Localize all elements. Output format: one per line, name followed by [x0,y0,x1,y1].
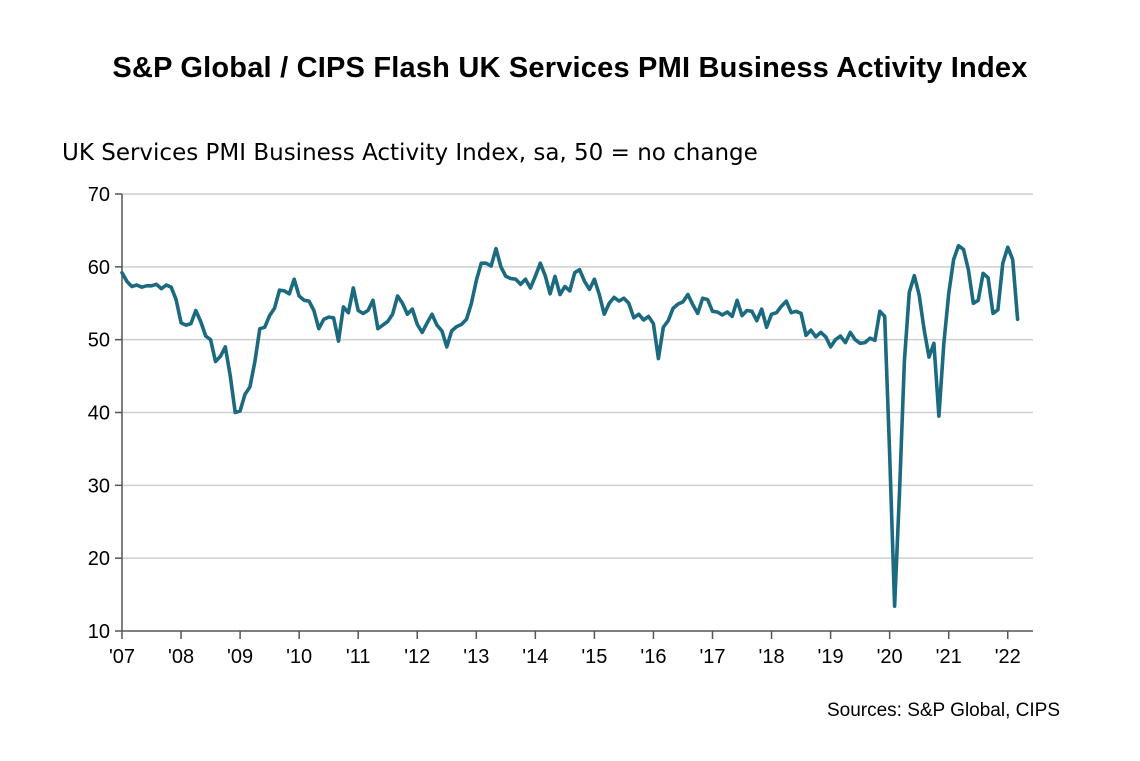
chart-title: S&P Global / CIPS Flash UK Services PMI … [112,52,1028,84]
x-tick-label: '08 [168,646,194,668]
series-line [120,243,1020,609]
source-note: Sources: S&P Global, CIPS [826,700,1060,721]
y-axis-ticks: 10 20 30 40 50 60 70 [88,184,122,643]
x-tick-label: '15 [581,646,607,668]
chart-subtitle: UK Services PMI Business Activity Index,… [62,140,758,166]
x-tick-label: '18 [759,646,785,668]
x-tick-label: '21 [936,646,962,668]
x-tick-label: '17 [699,646,725,668]
y-tick-label: 10 [88,621,110,643]
x-tick-label: '12 [404,646,430,668]
x-tick-label: '16 [640,646,666,668]
x-tick-label: '07 [109,646,135,668]
x-tick-label: '20 [877,646,903,668]
y-tick-label: 60 [88,257,110,279]
x-tick-label: '13 [463,646,489,668]
y-tick-label: 50 [88,330,110,352]
x-axis-ticks: '07 '08 '09 '10 '11 '12 '13 '14 '15 '16 '17 '18 '19 '… [109,631,1021,668]
x-tick-label: '10 [286,646,312,668]
x-tick-label: '19 [818,646,844,668]
y-tick-label: 20 [88,548,110,570]
x-tick-label: '22 [995,646,1021,668]
gridlines [122,193,1033,559]
x-tick-label: '14 [522,646,548,668]
x-tick-label: '09 [227,646,253,668]
y-tick-label: 70 [88,184,110,206]
y-tick-label: 30 [88,475,110,497]
y-tick-label: 40 [88,403,110,425]
x-tick-label: '11 [346,646,371,668]
series-group [120,243,1020,609]
